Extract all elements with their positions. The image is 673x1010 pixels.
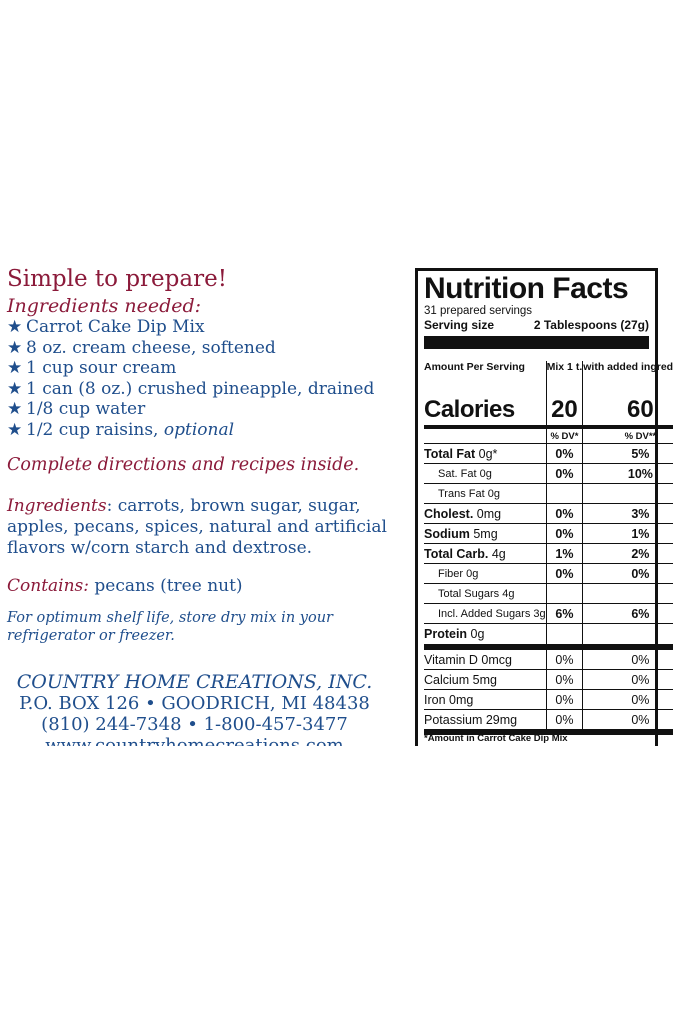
table-row: Total Fat 0g* 0% 5% <box>424 443 673 464</box>
star-icon: ★ <box>7 358 23 378</box>
vitamin-row: Vitamin D 0mcg 0% 0% <box>424 647 673 670</box>
ingredients-needed-heading: Ingredients needed: <box>7 295 202 317</box>
list-item: ★ 1/8 cup water <box>7 399 146 419</box>
nutrition-facts-panel: Nutrition Facts 31 prepared servings Ser… <box>415 268 673 746</box>
table-row: Sodium 5mg 0% 1% <box>424 523 673 544</box>
thick-divider <box>424 336 649 349</box>
vitamin-row: Iron 0mg 0% 0% <box>424 689 673 710</box>
table-row: Total Carb. 4g 1% 2% <box>424 543 673 564</box>
table-row: Trans Fat 0g <box>424 483 673 504</box>
star-icon: ★ <box>7 399 23 419</box>
footnote: *Amount in Carrot Cake Dip Mix <box>424 733 568 744</box>
serving-size: Serving size 2 Tablespoons (27g) <box>424 318 649 332</box>
company-website: www.countryhomecreations.com <box>45 735 344 746</box>
list-item: ★ Carrot Cake Dip Mix <box>7 317 205 337</box>
star-icon: ★ <box>7 317 23 337</box>
list-item: ★ 1/2 cup raisins, optional <box>7 419 235 440</box>
list-item: ★ 1 can (8 oz.) crushed pineapple, draine… <box>7 378 375 399</box>
table-header-row: Amount Per Serving Mix 1 t. with added i… <box>424 361 673 395</box>
servings-count: 31 prepared servings <box>424 305 533 317</box>
allergen-statement: Contains: pecans (tree nut) <box>7 576 243 596</box>
nutrition-title: Nutrition Facts <box>424 272 629 305</box>
company-phones: (810) 244-7348 • 1-800-457-3477 <box>41 714 348 735</box>
product-label: Simple to prepare! Ingredients needed: ★… <box>0 262 673 746</box>
table-row: Cholest. 0mg 0% 3% <box>424 503 673 524</box>
vitamin-row: Calcium 5mg 0% 0% <box>424 669 673 690</box>
simple-heading: Simple to prepare! <box>7 266 227 292</box>
star-icon: ★ <box>7 337 23 358</box>
star-icon: ★ <box>7 378 23 399</box>
company-name: COUNTRY HOME CREATIONS, INC. <box>16 671 373 693</box>
list-item: ★ 8 oz. cream cheese, softened <box>7 337 276 358</box>
directions-note: Complete directions and recipes inside. <box>7 455 360 475</box>
table-row: Fiber 0g 0% 0% <box>424 563 673 584</box>
vitamin-row: Potassium 29mg 0% 0% <box>424 709 673 735</box>
company-block: COUNTRY HOME CREATIONS, INC. P.O. BOX 12… <box>7 671 382 747</box>
company-address: P.O. BOX 126 • GOODRICH, MI 48438 <box>19 693 370 714</box>
storage-note: For optimum shelf life, store dry mix in… <box>7 610 333 644</box>
nutrition-table: Amount Per Serving Mix 1 t. with added i… <box>424 361 673 735</box>
star-icon: ★ <box>7 419 23 440</box>
table-row: Sat. Fat 0g 0% 10% <box>424 463 673 484</box>
dv-header-row: % DV* % DV** <box>424 427 673 444</box>
optional-note: optional <box>163 419 235 440</box>
calories-row: Calories 20 60 <box>424 395 673 429</box>
table-row: Total Sugars 4g <box>424 583 673 604</box>
list-item: ★ 1 cup sour cream <box>7 358 177 378</box>
table-row: Protein 0g <box>424 623 673 650</box>
ingredients-paragraph: Ingredients: carrots, brown sugar, sugar… <box>7 496 387 558</box>
ingredients-needed-list: ★ Carrot Cake Dip Mix ★ 8 oz. cream cheese… <box>7 317 374 440</box>
table-row: Incl. Added Sugars 3g 6% 6% <box>424 603 673 624</box>
